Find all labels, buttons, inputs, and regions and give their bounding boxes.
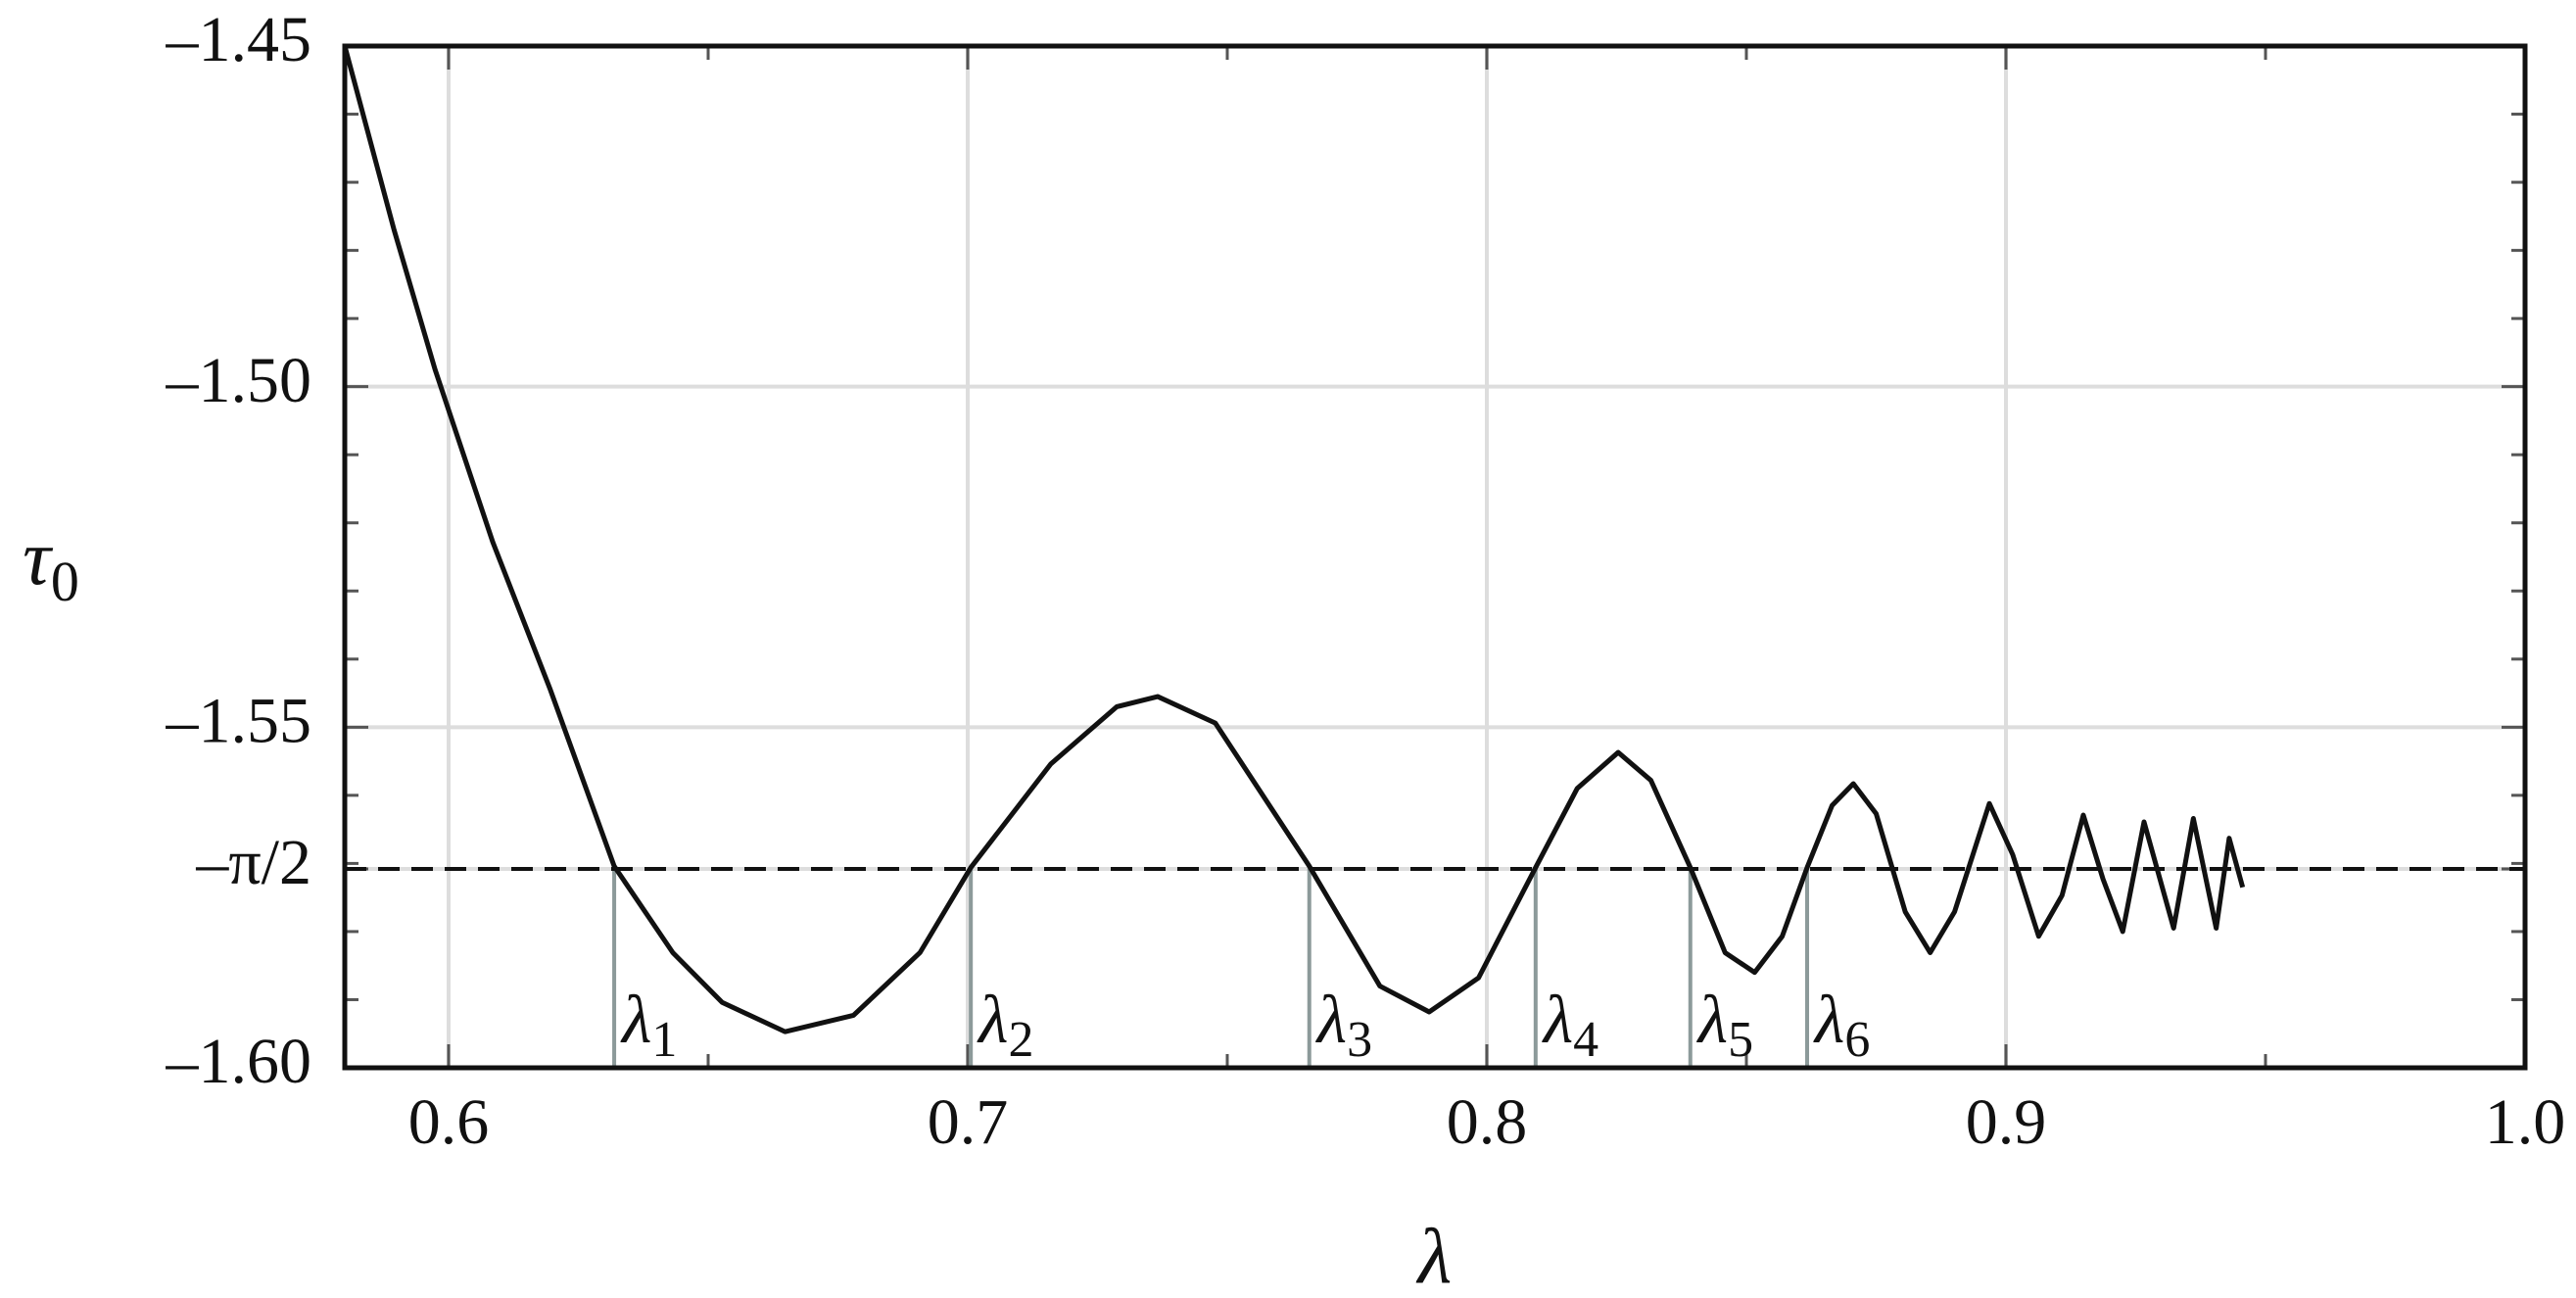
y-tick-label: –1.45 — [166, 4, 312, 75]
plot-frame — [342, 43, 2528, 1071]
marker-subscript: 6 — [1844, 1012, 1870, 1068]
marker-label: λ6 — [1813, 983, 1870, 1068]
marker-subscript: 4 — [1573, 1012, 1598, 1068]
x-tick-label: 1.0 — [2485, 1086, 2566, 1158]
marker-label: λ3 — [1315, 983, 1372, 1068]
marker-symbol: λ — [977, 983, 1008, 1058]
marker-subscript: 5 — [1728, 1012, 1753, 1068]
y-axis-symbol: τ — [23, 515, 54, 601]
marker-symbol: λ — [1813, 983, 1844, 1058]
marker-subscript: 3 — [1347, 1012, 1372, 1068]
marker-symbol: λ — [1315, 983, 1347, 1058]
y-axis-subscript: 0 — [51, 550, 79, 613]
y-tick-label: –1.55 — [166, 685, 312, 756]
y-tick-label: –1.60 — [166, 1026, 312, 1097]
marker-subscript: 1 — [651, 1012, 677, 1068]
x-axis-label: λ — [1416, 1214, 1453, 1298]
x-tick-label: 0.6 — [408, 1086, 490, 1158]
y-axis-label: τ0 — [23, 515, 79, 613]
marker-subscript: 2 — [1009, 1012, 1034, 1068]
marker-label: λ2 — [977, 983, 1033, 1068]
marker-symbol: λ — [620, 983, 651, 1058]
x-tick-label: 0.8 — [1447, 1086, 1528, 1158]
marker-symbol: λ — [1542, 983, 1573, 1058]
marker-label: λ4 — [1542, 983, 1598, 1068]
y-tick-label: –1.50 — [166, 345, 312, 416]
curve — [342, 45, 2246, 1034]
y-tick-label: –π/2 — [195, 827, 311, 898]
marker-label: λ5 — [1696, 983, 1753, 1068]
x-tick-label: 0.9 — [1966, 1086, 2047, 1158]
marker-label: λ1 — [620, 983, 677, 1068]
x-tick-label: 0.7 — [928, 1086, 1009, 1158]
marker-symbol: λ — [1696, 983, 1728, 1058]
